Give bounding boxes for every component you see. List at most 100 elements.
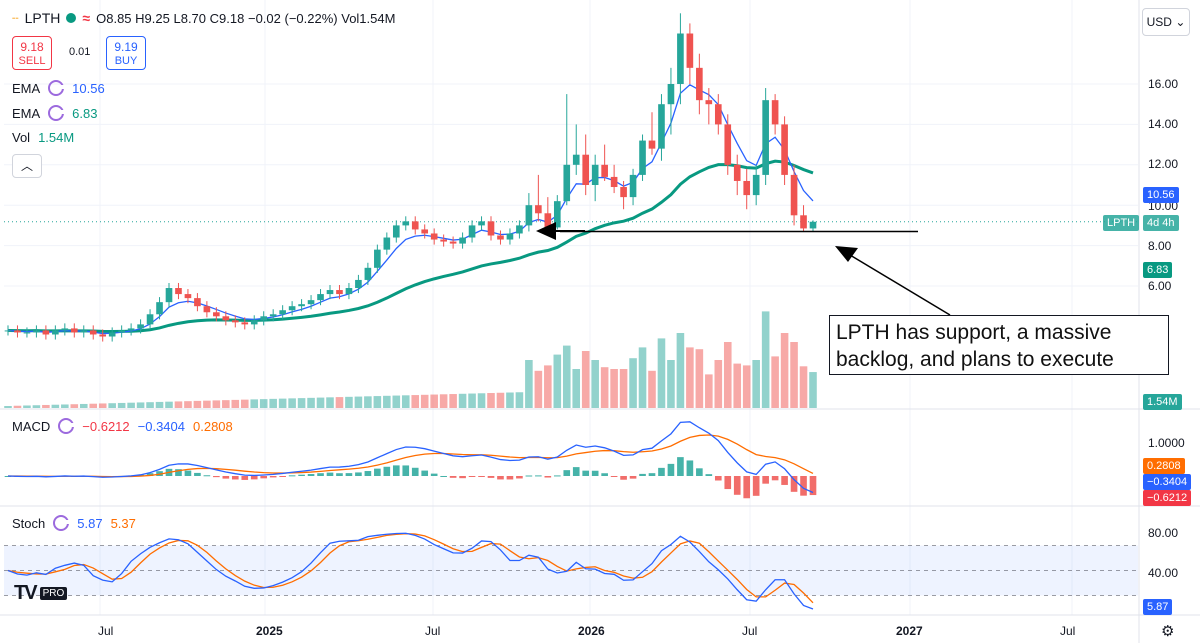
macd-hist-bar bbox=[554, 475, 561, 476]
candle-body bbox=[450, 242, 457, 244]
macd-hist-bar bbox=[620, 476, 627, 480]
volume-bar bbox=[601, 367, 609, 408]
support-callout: LPTH has support, a massive backlog, and… bbox=[829, 315, 1169, 375]
currency-button[interactable]: USD ⌄ bbox=[1142, 8, 1190, 36]
volume-bar bbox=[752, 360, 760, 408]
stoch-tag: 5.87 bbox=[1143, 599, 1172, 615]
ema-slow-value: 6.83 bbox=[72, 106, 97, 121]
dash-icon: ╌ bbox=[12, 12, 19, 25]
volume-bar bbox=[383, 396, 391, 408]
collapse-legend-button[interactable]: ︿ bbox=[12, 154, 42, 178]
volume-bar bbox=[52, 405, 60, 408]
volume-bar bbox=[800, 366, 808, 408]
candle-body bbox=[14, 330, 21, 332]
candle-body bbox=[724, 124, 731, 164]
macd-hist-bar bbox=[270, 476, 277, 477]
volume-bar bbox=[279, 399, 287, 408]
volume-bar bbox=[733, 364, 741, 408]
volume-bar bbox=[99, 403, 107, 408]
candle-body bbox=[241, 322, 248, 324]
candle-body bbox=[52, 330, 59, 334]
volume-bar bbox=[696, 349, 704, 408]
ticker[interactable]: LPTH bbox=[25, 10, 61, 26]
volume-bar bbox=[620, 369, 628, 408]
volume-tag: 1.54M bbox=[1143, 394, 1182, 410]
macd-hist-bar bbox=[355, 472, 362, 476]
candle-body bbox=[620, 187, 627, 197]
volume-bar bbox=[724, 342, 732, 408]
volume-bar bbox=[411, 395, 419, 408]
macd-hist-bar bbox=[194, 473, 201, 476]
volume-bar bbox=[743, 365, 751, 408]
candle-body bbox=[762, 100, 769, 175]
candle-body bbox=[791, 175, 798, 215]
candle-body bbox=[810, 222, 817, 229]
candle-body bbox=[526, 205, 533, 225]
candle-body bbox=[270, 314, 277, 316]
volume-bar bbox=[572, 369, 580, 408]
candle-body bbox=[431, 233, 438, 239]
macd-hist-bar bbox=[478, 476, 485, 477]
macd-hist-bar bbox=[772, 476, 779, 480]
time-tick: 2026 bbox=[578, 624, 605, 638]
candle-body bbox=[668, 84, 675, 104]
candle-body bbox=[80, 330, 87, 332]
buy-button[interactable]: 9.19 BUY bbox=[106, 36, 146, 70]
volume-bar bbox=[156, 402, 164, 408]
volume-bar bbox=[506, 393, 514, 408]
volume-bar bbox=[459, 394, 467, 408]
macd-hist-bar bbox=[298, 475, 305, 476]
macd-hist-bar bbox=[677, 457, 684, 476]
candle-body bbox=[497, 236, 504, 240]
volume-bar bbox=[715, 360, 723, 408]
macd-hist-bar bbox=[687, 460, 694, 476]
volume-bar bbox=[14, 406, 22, 408]
ema-slow-legend[interactable]: EMA 6.83 bbox=[12, 105, 97, 121]
macd-legend[interactable]: MACD −0.6212 −0.3404 0.2808 bbox=[12, 418, 233, 434]
volume-bar bbox=[127, 403, 135, 408]
ema-fast-legend[interactable]: EMA 10.56 bbox=[12, 80, 105, 96]
price-tick: 6.00 bbox=[1148, 279, 1171, 293]
stoch-legend[interactable]: Stoch 5.87 5.37 bbox=[12, 515, 136, 531]
macd-hist-bar bbox=[497, 476, 504, 479]
candle-body bbox=[374, 250, 381, 268]
candle-body bbox=[753, 175, 760, 195]
macd-hist-bar bbox=[317, 473, 324, 476]
volume-bar bbox=[298, 398, 306, 408]
candle-body bbox=[128, 328, 135, 330]
macd-signal-tag: 0.2808 bbox=[1143, 458, 1185, 474]
time-tick: Jul bbox=[742, 624, 757, 638]
macd-hist-bar bbox=[601, 473, 608, 476]
macd-hist-bar bbox=[450, 476, 457, 478]
macd-hist-bar bbox=[289, 475, 296, 476]
macd-hist-bar bbox=[668, 464, 675, 476]
macd-hist-bar bbox=[365, 471, 372, 476]
macd-hist-bar bbox=[488, 476, 495, 478]
macd-hist-bar bbox=[762, 476, 769, 484]
candle-body bbox=[5, 330, 12, 331]
volume-bar bbox=[23, 405, 31, 408]
candle-body bbox=[90, 330, 97, 334]
ema-fast-name: EMA bbox=[12, 81, 40, 96]
volume-bar bbox=[364, 396, 372, 408]
volume-bar bbox=[771, 356, 779, 408]
candle-body bbox=[630, 175, 637, 197]
gear-icon[interactable]: ⚙ bbox=[1161, 622, 1174, 640]
candle-body bbox=[658, 104, 665, 148]
chevron-up-icon: ︿ bbox=[21, 159, 33, 173]
volume-bar bbox=[393, 396, 401, 408]
volume-legend[interactable]: Vol 1.54M bbox=[12, 130, 74, 145]
spread-value: 0.01 bbox=[69, 46, 90, 58]
volume-bar bbox=[184, 401, 192, 408]
candle-body bbox=[677, 34, 684, 85]
macd-hist-bar bbox=[412, 468, 419, 476]
candle-body bbox=[563, 165, 570, 201]
sell-button[interactable]: 9.18 SELL bbox=[12, 36, 52, 70]
volume-bar bbox=[449, 394, 457, 408]
macd-hist-bar bbox=[232, 476, 239, 479]
macd-hist-bar bbox=[440, 476, 447, 477]
volume-bar bbox=[790, 342, 798, 408]
candle-body bbox=[137, 324, 144, 328]
candle-body bbox=[601, 165, 608, 177]
volume-bar bbox=[203, 401, 211, 408]
